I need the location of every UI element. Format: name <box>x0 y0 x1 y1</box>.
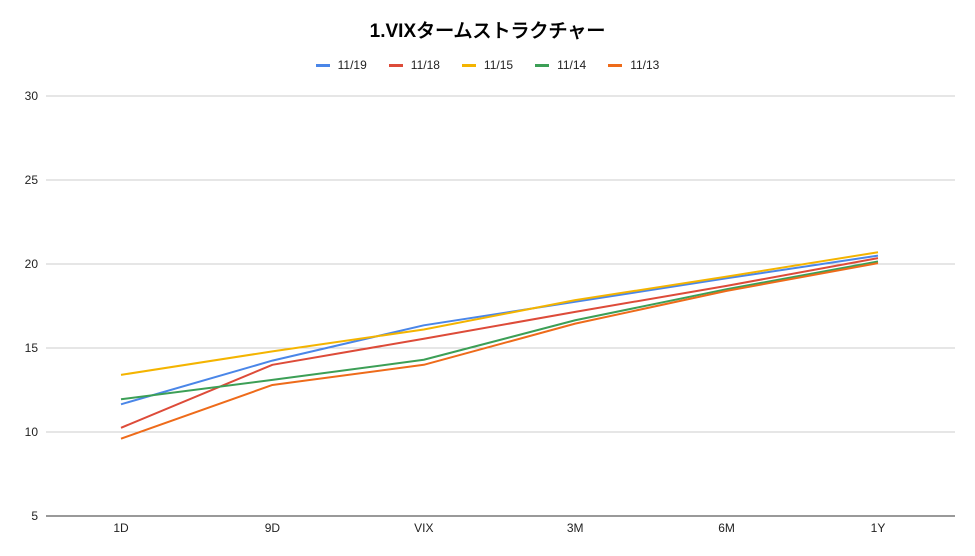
y-tick-label: 20 <box>25 257 39 271</box>
legend-label: 11/13 <box>630 58 660 72</box>
legend-item[interactable]: 11/15 <box>461 58 514 72</box>
legend-label: 11/15 <box>483 58 514 72</box>
x-tick-label: 6M <box>718 521 735 535</box>
legend-swatch <box>388 63 403 67</box>
y-tick-label: 30 <box>25 89 39 103</box>
y-tick-label: 15 <box>25 341 39 355</box>
legend-swatch <box>608 63 623 67</box>
legend-label: 11/19 <box>337 58 367 72</box>
legend-swatch <box>535 63 550 67</box>
x-tick-label: VIX <box>414 521 433 535</box>
x-tick-label: 3M <box>567 521 584 535</box>
legend-item[interactable]: 11/18 <box>388 58 440 72</box>
x-tick-label: 1D <box>113 521 129 535</box>
legend-label: 11/18 <box>410 58 440 72</box>
x-tick-label: 1Y <box>871 521 886 535</box>
chart-title: 1.VIXタームストラクチャー <box>369 21 606 42</box>
legend-swatch <box>315 63 330 67</box>
x-tick-label: 9D <box>265 521 281 535</box>
series-line <box>120 257 879 429</box>
legend-item[interactable]: 11/19 <box>315 58 367 72</box>
series-line <box>120 254 879 406</box>
legend: 11/19 11/18 11/15 11/14 11/13 <box>0 58 975 72</box>
y-tick-label: 5 <box>31 509 38 523</box>
legend-item[interactable]: 11/14 <box>535 58 586 72</box>
y-tick-label: 10 <box>25 425 39 439</box>
legend-item[interactable]: 11/13 <box>608 58 659 72</box>
y-tick-label: 25 <box>25 173 39 187</box>
legend-label: 11/14 <box>557 58 587 72</box>
series-line <box>120 260 879 401</box>
series-line <box>120 262 879 440</box>
series-line <box>120 251 879 376</box>
legend-swatch <box>461 63 476 67</box>
